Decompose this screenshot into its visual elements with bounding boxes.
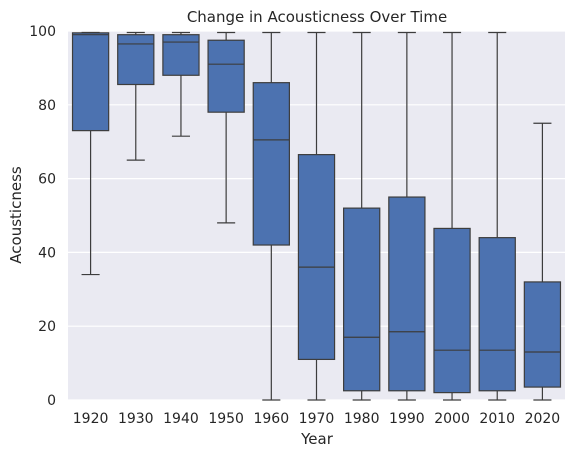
x-tick-labels: 1920 1930 1940 1950 1960 1970 1980 1990 2000 2010… (73, 411, 560, 427)
y-tick-labels: 0 20 40 60 80 100 (29, 24, 56, 409)
x-axis-label: Year (300, 430, 334, 448)
x-tick-label: 1930 (118, 411, 154, 427)
box-iqr (297, 154, 336, 361)
box-2010 (478, 31, 516, 401)
y-tick-label: 40 (38, 245, 56, 261)
box-iqr (433, 227, 471, 394)
x-tick-label: 2010 (479, 411, 515, 427)
x-tick-label: 2020 (525, 411, 561, 427)
box-iqr (162, 34, 200, 76)
x-tick-label: 1950 (208, 411, 244, 427)
y-tick-label: 100 (29, 24, 56, 40)
x-tick-label: 1920 (73, 411, 109, 427)
box-1940 (162, 31, 200, 137)
box-2000 (433, 31, 471, 401)
box-iqr (117, 34, 155, 86)
box-1930 (117, 31, 155, 161)
box-1950 (207, 31, 245, 224)
box-1980 (343, 31, 381, 401)
box-1990 (388, 31, 426, 401)
box-2020 (523, 122, 562, 401)
box-1960 (252, 31, 290, 401)
y-tick-label: 0 (47, 393, 56, 409)
box-1920 (71, 31, 110, 276)
y-tick-label: 80 (38, 98, 56, 114)
x-tick-label: 1980 (344, 411, 380, 427)
y-axis-label: Acousticness (7, 166, 25, 264)
box-iqr (388, 196, 426, 392)
box-iqr (343, 207, 381, 392)
box-iqr (478, 237, 516, 392)
chart-title: Change in Acousticness Over Time (187, 8, 447, 26)
box-iqr (207, 39, 245, 113)
y-tick-label: 60 (38, 172, 56, 188)
box-iqr (71, 32, 110, 132)
x-tick-label: 2000 (434, 411, 470, 427)
x-tick-label: 1960 (253, 411, 289, 427)
box-1970 (297, 31, 336, 401)
x-tick-label: 1940 (163, 411, 199, 427)
x-tick-label: 1990 (389, 411, 425, 427)
y-tick-label: 20 (38, 319, 56, 335)
box-iqr (252, 82, 290, 246)
x-tick-label: 1970 (299, 411, 335, 427)
box-iqr (523, 281, 562, 388)
boxes (71, 31, 562, 401)
